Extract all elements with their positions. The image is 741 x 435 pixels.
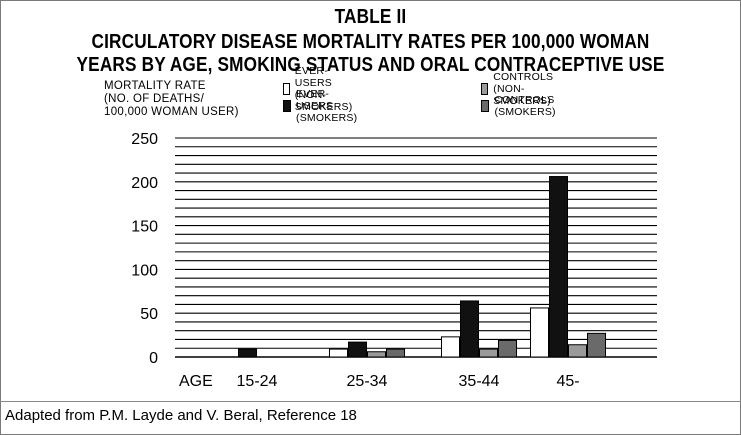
bar — [530, 307, 549, 358]
y-axis-label-line-3: 100,000 WOMAN USER) — [104, 106, 239, 118]
bar — [441, 336, 460, 358]
bar — [549, 176, 568, 358]
legend-item-controls-non-smokers: CONTROLS (NON-SMOKERS) — [481, 71, 560, 107]
y-axis-label-line-2: (NO. OF DEATHS/ — [104, 93, 205, 105]
legend-label: CONTROLS (NON-SMOKERS) — [493, 71, 554, 107]
y-tick-label: 250 — [131, 131, 158, 148]
source-note: Adapted from P.M. Layde and V. Beral, Re… — [5, 407, 357, 424]
y-tick-label: 0 — [149, 350, 158, 367]
legend-swatch — [283, 100, 291, 112]
footer-divider — [0, 401, 741, 402]
bar — [568, 344, 587, 358]
x-tick-label: 45- — [556, 373, 579, 390]
legend-item-ever-users-smokers: EVER-USERS (SMOKERS) — [283, 88, 363, 124]
y-tick-label: 100 — [131, 262, 158, 279]
bar — [238, 348, 257, 358]
x-tick-label: 25-34 — [347, 373, 388, 390]
legend-label: CONTROLS (SMOKERS) — [494, 94, 556, 118]
y-axis-label-line-1: MORTALITY RATE — [104, 80, 206, 92]
bar — [348, 341, 367, 358]
chart-title-line-2: YEARS BY AGE, SMOKING STATUS AND ORAL CO… — [76, 54, 665, 76]
y-tick-label: 50 — [140, 306, 158, 323]
table-label: TABLE II — [334, 6, 407, 28]
bar — [386, 348, 405, 358]
legend-item-controls-smokers: CONTROLS (SMOKERS) — [481, 94, 561, 118]
legend-label: EVER-USERS (SMOKERS) — [296, 88, 358, 124]
y-tick-label: 150 — [131, 219, 158, 236]
bar — [498, 339, 517, 358]
legend-swatch — [283, 83, 290, 95]
bar — [329, 348, 348, 358]
legend-swatch — [481, 83, 489, 95]
bar — [587, 332, 606, 358]
bar — [367, 351, 386, 358]
x-axis-label: AGE — [179, 373, 213, 390]
legend-label: EVER-USERS (NON-SMOKERS) — [294, 65, 353, 113]
chart-title-line-1: CIRCULATORY DISEASE MORTALITY RATES PER … — [91, 31, 650, 53]
x-tick-label: 35-44 — [459, 373, 500, 390]
legend-item-ever-users-non-smokers: EVER-USERS (NON-SMOKERS) — [283, 65, 360, 113]
bar — [479, 348, 498, 358]
bar-chart: 0 50 100 150 200 250 15-24 25-34 35-44 45- AGE — [131, 131, 657, 390]
bar — [460, 300, 479, 358]
x-tick-label: 15-24 — [237, 373, 278, 390]
y-tick-label: 200 — [131, 175, 158, 192]
legend-swatch — [481, 100, 490, 112]
